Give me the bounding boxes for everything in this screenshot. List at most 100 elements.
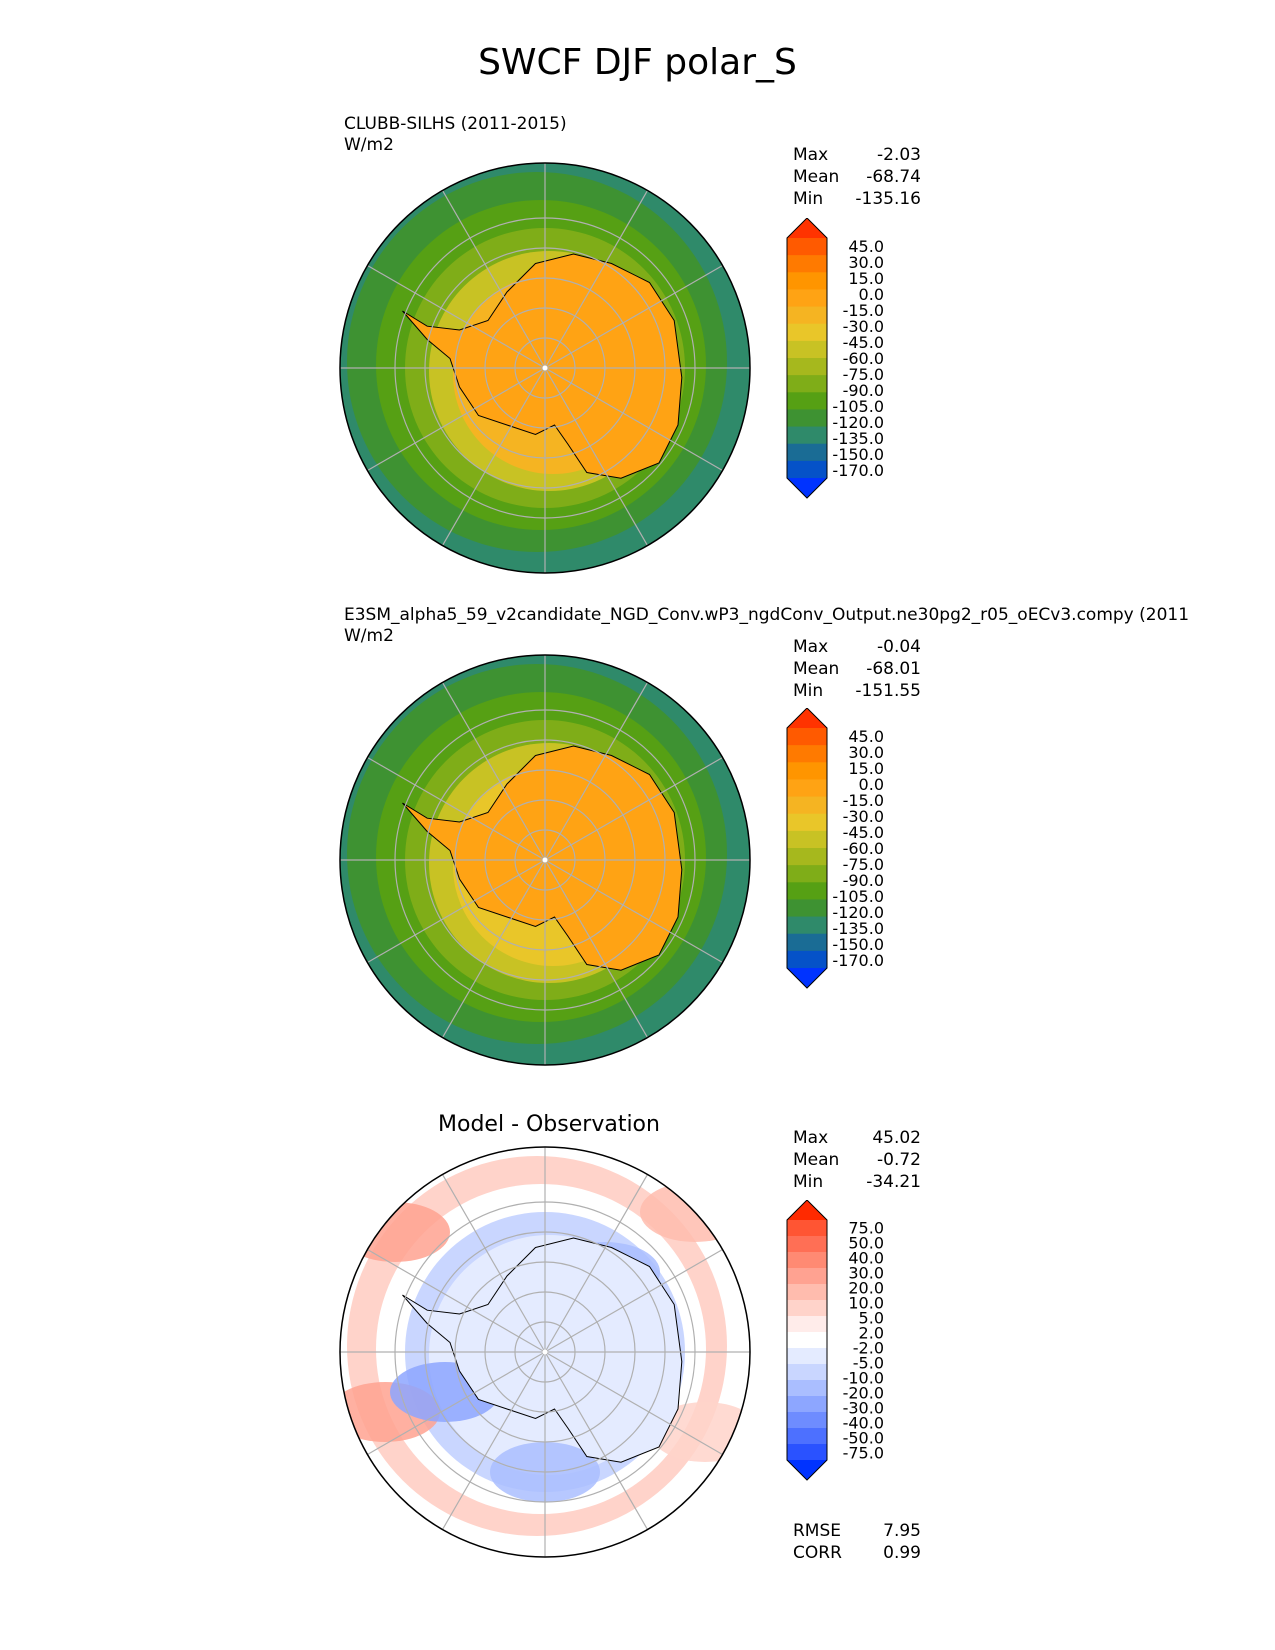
stat-max-value: -0.04 [877, 637, 921, 657]
colorbar-tick-label: -2.0 [853, 1339, 884, 1358]
colorbar-segment [787, 1412, 827, 1429]
colorbar-tick-label: -30.0 [843, 1399, 884, 1418]
longitude-gridline [367, 1351, 546, 1456]
polar-map-reference [339, 654, 751, 1066]
colorbar-tick-label: 30.0 [848, 253, 884, 272]
map-boundary [339, 1146, 751, 1558]
colorbar-segment [787, 1252, 827, 1269]
colorbar-tick-label: -10.0 [843, 1369, 884, 1388]
anomaly-patch [340, 1202, 450, 1262]
colorbar-segment [787, 1428, 827, 1445]
colorbar-tick-label: -105.0 [832, 887, 884, 906]
colorbar-segment [787, 238, 827, 256]
map-boundary [339, 654, 751, 1066]
colorbar-tick-label: 5.0 [859, 1309, 884, 1328]
colorbar-tick-label: -75.0 [843, 855, 884, 874]
panel-reference-header-line1: E3SM_alpha5_59_v2candidate_NGD_Conv.wP3_… [344, 605, 1190, 625]
longitude-gridline [544, 190, 649, 369]
colorbar-segment [787, 1348, 827, 1365]
colorbar-tick-label: -50.0 [843, 1429, 884, 1448]
panel-reference-units: W/m2 [344, 626, 394, 646]
colorbar-tick-label: -150.0 [832, 935, 884, 954]
longitude-gridline [544, 859, 649, 1038]
colorbar-tick-label: -60.0 [843, 839, 884, 858]
longitude-gridline [544, 1351, 649, 1530]
colorbar-extend-max [787, 218, 827, 238]
colorbar-tick-label: -60.0 [843, 349, 884, 368]
colorbar-segment [787, 1220, 827, 1237]
longitude-gridline [367, 264, 546, 369]
longitude-gridline [544, 1351, 723, 1456]
colorbar-tick-label: -90.0 [843, 871, 884, 890]
panel-test-header-line1: CLUBB-SILHS (2011-2015) [344, 114, 567, 134]
stat-min-value: -135.16 [855, 189, 921, 209]
colorbar-tick-label: 15.0 [848, 269, 884, 288]
colorbar-extend-max [787, 708, 827, 728]
corr-value: 0.99 [883, 1543, 921, 1563]
colorbar-tick-label: 15.0 [848, 759, 884, 778]
colorbar-segment [787, 1300, 827, 1317]
colorbar-extend-min [787, 968, 827, 988]
stat-max-label: Max [793, 1128, 829, 1148]
colorbar-segment [787, 882, 827, 900]
map-boundary [339, 162, 751, 574]
colorbar-segment [787, 848, 827, 866]
stat-mean-label: Mean [793, 659, 840, 679]
panel-diff-stats: Max 45.02 Mean -0.72 Min -34.21 [793, 1127, 921, 1193]
colorbar-tick-label: -20.0 [843, 1384, 884, 1403]
longitude-gridline [441, 859, 546, 1038]
longitude-gridline [544, 756, 723, 861]
stat-min-label: Min [793, 1172, 824, 1192]
longitude-gridline [544, 367, 723, 472]
longitude-gridline [441, 190, 546, 369]
longitude-gridline [367, 859, 546, 964]
longitude-gridline [544, 1174, 649, 1353]
panel-reference-stats: Max -0.04 Mean -68.01 Min -151.55 [793, 636, 921, 702]
stat-max-label: Max [793, 637, 829, 657]
colorbar-segment [787, 950, 827, 969]
colorbar-tick-label: -30.0 [843, 317, 884, 336]
stat-mean-value: -68.74 [866, 167, 921, 187]
colorbar-segment [787, 1380, 827, 1397]
stat-mean-label: Mean [793, 1150, 840, 1170]
colorbar-tick-label: 10.0 [848, 1294, 884, 1313]
colorbar-tick-label: 75.0 [848, 1219, 884, 1238]
colorbar-tick-label: 0.0 [859, 285, 884, 304]
colorbar-segment [787, 1444, 827, 1461]
stat-min-label: Min [793, 189, 824, 209]
colorbar-tick-label: -30.0 [843, 807, 884, 826]
colorbar-tick-label: -75.0 [843, 365, 884, 384]
colorbar-segment [787, 460, 827, 479]
longitude-gridline [367, 1248, 546, 1353]
colorbar-tick-label: -170.0 [832, 951, 884, 970]
colorbar-tick-label: -45.0 [843, 333, 884, 352]
longitude-gridline [441, 1174, 546, 1353]
panel-test-stats: Max -2.03 Mean -68.74 Min -135.16 [793, 144, 921, 210]
colorbar-segment [787, 1236, 827, 1253]
panel-test-units: W/m2 [344, 135, 394, 155]
longitude-gridline [544, 264, 723, 369]
longitude-gridline [367, 756, 546, 861]
colorbar-segment [787, 865, 827, 883]
rmse-label: RMSE [793, 1521, 842, 1541]
longitude-gridline [441, 367, 546, 546]
polar-map-diff [339, 1146, 751, 1558]
colorbar-test: 45.030.015.00.0-15.0-30.0-45.0-60.0-75.0… [786, 218, 884, 499]
colorbar-segment [787, 728, 827, 746]
colorbar-segment [787, 745, 827, 763]
colorbar-tick-label: -15.0 [843, 301, 884, 320]
colorbar-segment [787, 916, 827, 935]
colorbar-segment [787, 1316, 827, 1333]
colorbar-segment [787, 443, 827, 462]
colorbar-diff: 75.050.040.030.020.010.05.02.0-2.0-5.0-1… [786, 1200, 884, 1481]
longitude-gridline [367, 367, 546, 472]
colorbar-segment [787, 409, 827, 428]
pole-marker [542, 857, 548, 863]
colorbar-extend-min [787, 478, 827, 498]
colorbar-tick-label: -170.0 [832, 461, 884, 480]
colorbar-segment [787, 1332, 827, 1349]
panel-diff-title: Model - Observation [438, 1112, 660, 1137]
colorbar-segment [787, 358, 827, 376]
longitude-gridline [544, 859, 723, 964]
stat-max-value: 45.02 [872, 1128, 921, 1148]
